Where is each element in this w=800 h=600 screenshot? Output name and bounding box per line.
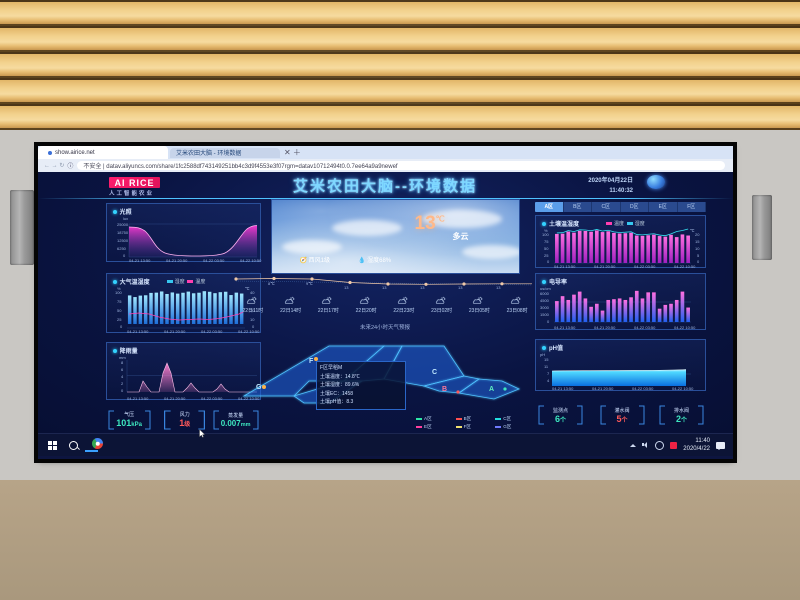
svg-text:6000: 6000 [540, 291, 550, 296]
svg-text:04-21 13:50: 04-21 13:50 [127, 329, 149, 334]
svg-text:04-21 13:50: 04-21 13:50 [554, 264, 576, 269]
svg-text:13: 13 [420, 285, 425, 290]
svg-text:20: 20 [695, 232, 700, 237]
svg-text:6: 6 [121, 367, 124, 372]
svg-text:0: 0 [121, 388, 124, 393]
svg-text:B: B [442, 386, 447, 393]
svg-text:04-22 10:50: 04-22 10:50 [674, 325, 696, 330]
svg-text:13: 13 [382, 285, 387, 290]
svg-text:04-21 20:50: 04-21 20:50 [594, 264, 616, 269]
svg-text:04-21 13:50: 04-21 13:50 [554, 325, 576, 330]
svg-text:04-21 20:50: 04-21 20:50 [594, 325, 616, 330]
svg-text:G: G [256, 384, 262, 391]
svg-text:F: F [309, 358, 314, 365]
svg-text:4500: 4500 [540, 298, 550, 303]
svg-text:13: 13 [344, 285, 349, 290]
svg-text:04-21 13:50: 04-21 13:50 [552, 386, 574, 391]
svg-text:9℃: 9℃ [306, 281, 313, 286]
svg-text:04-22 03:50: 04-22 03:50 [634, 325, 656, 330]
svg-text:04-21 20:50: 04-21 20:50 [164, 396, 186, 401]
svg-text:7: 7 [547, 371, 550, 376]
svg-text:04-21 13:50: 04-21 13:50 [127, 396, 149, 401]
svg-text:04-22 10:50: 04-22 10:50 [672, 386, 694, 391]
svg-text:13: 13 [458, 285, 463, 290]
svg-text:lux: lux [123, 216, 128, 221]
svg-text:04-21 20:50: 04-21 20:50 [592, 386, 614, 391]
svg-text:12500: 12500 [117, 238, 129, 243]
svg-text:50: 50 [117, 308, 122, 313]
svg-text:0: 0 [120, 324, 123, 329]
svg-text:2: 2 [121, 381, 124, 386]
svg-text:50: 50 [544, 246, 549, 251]
svg-text:04-22 03:50: 04-22 03:50 [201, 396, 223, 401]
svg-text:25000: 25000 [117, 222, 129, 227]
svg-text:75: 75 [117, 299, 122, 304]
svg-text:18750: 18750 [117, 230, 129, 235]
svg-text:75: 75 [544, 239, 549, 244]
svg-text:04-22 03:50: 04-22 03:50 [632, 386, 654, 391]
svg-text:3000: 3000 [540, 305, 550, 310]
svg-text:13: 13 [496, 285, 501, 290]
svg-text:6250: 6250 [117, 246, 127, 251]
svg-text:04-22 03:50: 04-22 03:50 [201, 329, 223, 334]
svg-text:1500: 1500 [540, 312, 550, 317]
svg-text:8℃: 8℃ [268, 281, 275, 286]
svg-text:25: 25 [117, 317, 122, 322]
svg-text:0: 0 [697, 259, 700, 264]
svg-text:8: 8 [121, 360, 124, 365]
svg-text:0: 0 [547, 259, 550, 264]
svg-text:5: 5 [697, 253, 700, 258]
svg-text:04-22 03:50: 04-22 03:50 [203, 258, 225, 263]
svg-text:4: 4 [121, 374, 124, 379]
svg-text:04-21 20:50: 04-21 20:50 [164, 329, 186, 334]
svg-text:04-22 10:50: 04-22 10:50 [674, 264, 696, 269]
svg-text:10: 10 [695, 246, 700, 251]
svg-text:04-21 13:50: 04-21 13:50 [129, 258, 151, 263]
svg-text:C: C [432, 369, 437, 376]
svg-text:100: 100 [542, 232, 549, 237]
svg-text:15: 15 [695, 239, 700, 244]
svg-text:100: 100 [115, 290, 122, 295]
svg-text:11: 11 [544, 364, 549, 369]
svg-text:4: 4 [547, 378, 550, 383]
svg-text:04-22 10:50: 04-22 10:50 [240, 258, 262, 263]
svg-text:04-21 20:50: 04-21 20:50 [166, 258, 188, 263]
svg-text:25: 25 [544, 253, 549, 258]
svg-text:04-22 03:50: 04-22 03:50 [634, 264, 656, 269]
svg-text:A: A [489, 386, 494, 393]
svg-text:15: 15 [544, 357, 549, 362]
svg-text:0: 0 [547, 319, 550, 324]
svg-text:0: 0 [123, 253, 126, 258]
